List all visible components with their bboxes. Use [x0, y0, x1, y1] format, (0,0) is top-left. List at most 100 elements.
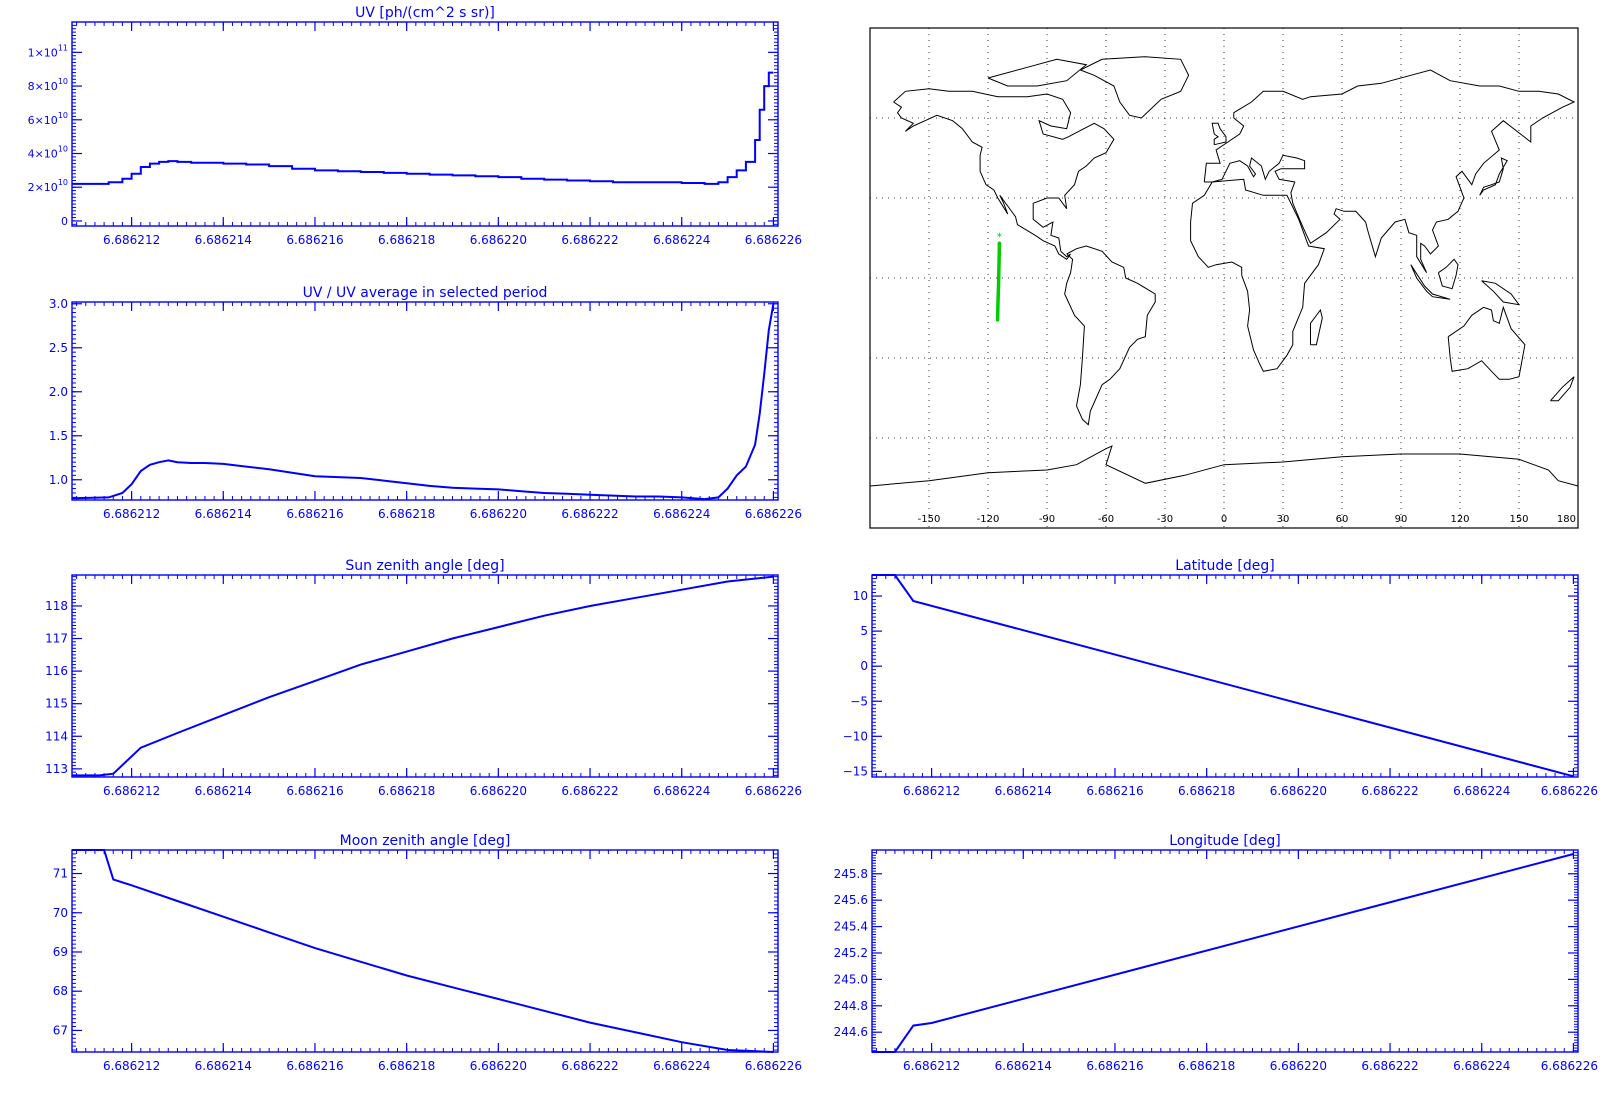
- moon-zenith-x-tick-label: 6.686216: [286, 1059, 343, 1073]
- uv-y-tick-label: 8×1010: [28, 77, 68, 93]
- latitude-x-tick-label: 6.686224: [1453, 784, 1510, 798]
- moon-zenith-x-tick-label: 6.686226: [745, 1059, 802, 1073]
- uv-y-tick-label: 0: [61, 215, 68, 228]
- longitude-y-tick-label: 245.0: [834, 972, 868, 986]
- longitude-x-tick-label: 6.686218: [1178, 1059, 1235, 1073]
- latitude-x-tick-label: 6.686222: [1361, 784, 1418, 798]
- uv-chart: UV [ph/(cm^2 s sr)] 6.686212 6.686214 6.686…: [28, 5, 802, 247]
- map-lon-label: -30: [1157, 514, 1173, 525]
- moon-zenith-axes-frame: [71, 849, 779, 1053]
- coast-greenland: [1080, 56, 1190, 119]
- uv-y-tick-label-exp: 10: [58, 145, 68, 154]
- moon-zenith-y-tick-label: 67: [53, 1023, 68, 1037]
- map-lon-label: 150: [1509, 514, 1528, 525]
- moon-zenith-y-tick-label: 70: [53, 906, 68, 920]
- uv-ratio-x-tick-label: 6.686224: [653, 507, 710, 521]
- longitude-y-tick-label: 245.4: [834, 920, 868, 934]
- uv-y-tick-label-exp: 10: [58, 77, 68, 86]
- moon-zenith-series-line: [72, 849, 774, 1053]
- sun-zenith-x-tick-label: 6.686212: [103, 784, 160, 798]
- latitude-x-tick-label: 6.686214: [995, 784, 1052, 798]
- moon-zenith-x-tick-label: 6.686224: [653, 1059, 710, 1073]
- uv-ratio-y-tick-label: 2.0: [49, 385, 68, 399]
- uv-y-tick-label-exp: 10: [58, 111, 68, 120]
- uv-y-tick-label-base: 8×10: [28, 80, 58, 93]
- map-lon-label: -60: [1098, 514, 1114, 525]
- coast-indonesia: [1410, 264, 1451, 300]
- sun-zenith-x-tick-label: 6.686220: [470, 784, 527, 798]
- uv-y-tick-label-exp: 10: [58, 178, 68, 187]
- longitude-chart: Longitude [deg] 6.686212 6.686214 6.686216 6…: [834, 833, 1598, 1073]
- longitude-x-tick-label: 6.686216: [1086, 1059, 1143, 1073]
- sun-zenith-series-line: [72, 575, 774, 777]
- latitude-axes-frame: [871, 574, 1579, 778]
- longitude-x-tick-label: 6.686224: [1453, 1059, 1510, 1073]
- uv-x-tick-label: 6.686220: [470, 233, 527, 247]
- moon-zenith-x-tick-label: 6.686220: [470, 1059, 527, 1073]
- map-longitude-labels: -150 -120 -90 -60 -30 0 30 60 90 120 150 180: [918, 514, 1576, 525]
- uv-x-tick-label: 6.686218: [378, 233, 435, 247]
- uv-ratio-series-line: [71, 303, 775, 501]
- coast-africa: [1190, 178, 1325, 372]
- latitude-x-tick-label: 6.686220: [1270, 784, 1327, 798]
- moon-zenith-x-tick-label: 6.686222: [561, 1059, 618, 1073]
- moon-zenith-chart: Moon zenith angle [deg] 6.686212 6.686214 6…: [53, 833, 802, 1073]
- sun-zenith-y-tick-label: 115: [45, 697, 68, 711]
- coast-uk: [1211, 122, 1227, 146]
- uv-y-tick-label-base: 4×10: [28, 148, 58, 161]
- uv-y-tick-label: 2×1010: [28, 178, 68, 194]
- uv-ratio-y-tick-label: 1.5: [49, 429, 68, 443]
- uv-x-tick-label: 6.686224: [653, 233, 710, 247]
- sun-zenith-axes-frame: [71, 574, 779, 778]
- uv-ratio-y-tick-label: 1.0: [49, 473, 68, 487]
- uv-x-tick-label: 6.686216: [286, 233, 343, 247]
- longitude-y-tick-label: 244.6: [834, 1025, 868, 1039]
- uv-series-line: [72, 71, 774, 185]
- uv-axes-frame: [71, 21, 779, 227]
- map-coastlines: [869, 56, 1579, 487]
- longitude-y-tick-label: 245.2: [834, 946, 868, 960]
- sun-zenith-y-tick-label: 113: [45, 762, 68, 776]
- uv-ratio-chart: UV / UV average in selected period 6.6862…: [49, 285, 802, 521]
- track-line: [995, 241, 1002, 322]
- latitude-y-tick-label: −10: [843, 729, 868, 743]
- coast-north-america: [893, 88, 1115, 260]
- uv-y-tick-label-base: 1×10: [28, 46, 58, 59]
- latitude-x-tick-label: 6.686216: [1086, 784, 1143, 798]
- world-map-panel: * -150 -120 -90 -60 -30 0 30 60 90 120 150 180: [869, 27, 1579, 529]
- longitude-y-tick-label: 245.6: [834, 893, 868, 907]
- map-lon-label: -120: [977, 514, 1000, 525]
- map-lon-label: 180: [1557, 514, 1576, 525]
- uv-ratio-x-tick-label: 6.686226: [745, 507, 802, 521]
- uv-x-tick-label: 6.686212: [103, 233, 160, 247]
- sun-zenith-x-tick-label: 6.686214: [195, 784, 252, 798]
- uv-ratio-x-tick-label: 6.686212: [103, 507, 160, 521]
- latitude-title: Latitude [deg]: [1175, 558, 1274, 574]
- map-lon-label: 90: [1395, 514, 1408, 525]
- sun-zenith-x-tick-label: 6.686224: [653, 784, 710, 798]
- uv-ratio-y-tick-label: 2.5: [49, 341, 68, 355]
- satellite-track: *: [995, 230, 1003, 322]
- latitude-chart: Latitude [deg] 6.686212 6.686214 6.686216 6.…: [843, 558, 1598, 798]
- sun-zenith-y-tick-label: 118: [45, 599, 68, 613]
- longitude-x-tick-label: 6.686212: [903, 1059, 960, 1073]
- sun-zenith-x-tick-label: 6.686222: [561, 784, 618, 798]
- map-lon-label: 0: [1221, 514, 1227, 525]
- uv-x-tick-label: 6.686214: [195, 233, 252, 247]
- coast-antarctica: [869, 445, 1579, 487]
- uv-y-tick-label-base: 0: [61, 215, 68, 228]
- longitude-y-tick-label: 245.8: [834, 867, 868, 881]
- map-graticule: [870, 28, 1578, 528]
- map-lon-label: 30: [1277, 514, 1290, 525]
- uv-x-tick-label: 6.686222: [561, 233, 618, 247]
- uv-y-tick-label-base: 6×10: [28, 114, 58, 127]
- uv-y-tick-label: 1×1011: [28, 43, 68, 59]
- longitude-title: Longitude [deg]: [1169, 833, 1280, 849]
- latitude-x-tick-label: 6.686226: [1541, 784, 1598, 798]
- sun-zenith-x-tick-label: 6.686216: [286, 784, 343, 798]
- coast-australia: [1447, 305, 1526, 380]
- longitude-series-line: [872, 853, 1574, 1053]
- moon-zenith-title: Moon zenith angle [deg]: [340, 833, 511, 849]
- uv-x-tick-label: 6.686226: [745, 233, 802, 247]
- sun-zenith-x-tick-label: 6.686226: [745, 784, 802, 798]
